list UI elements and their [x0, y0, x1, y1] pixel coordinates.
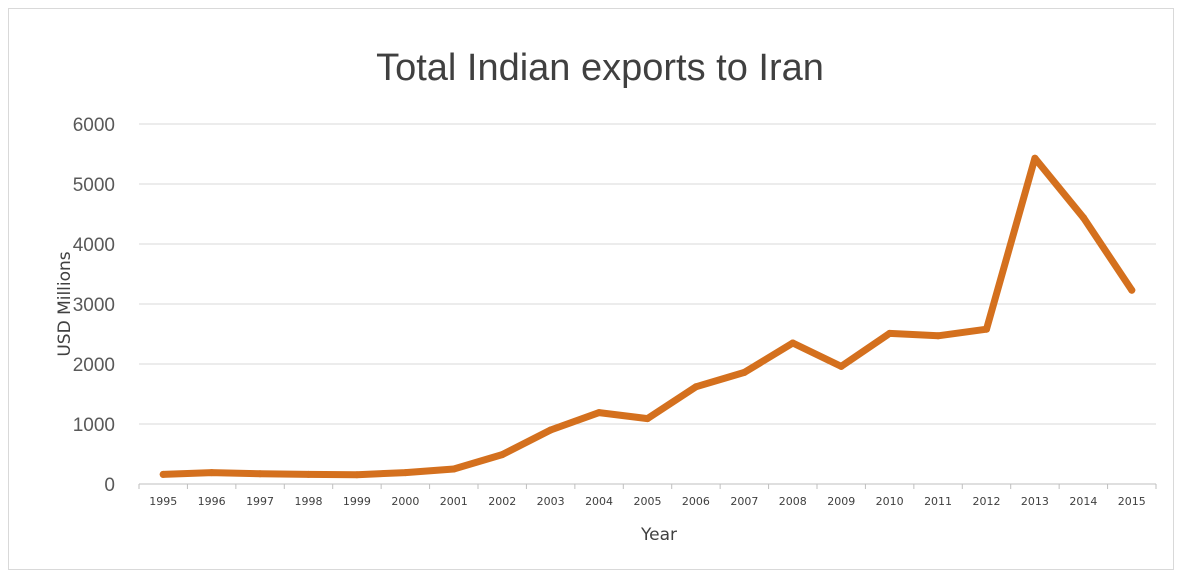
series-line	[159, 154, 1136, 479]
x-tick-label: 2007	[730, 495, 758, 508]
data-point	[983, 325, 990, 333]
x-tick-label: 2009	[827, 495, 855, 508]
y-tick-label: 3000	[73, 295, 115, 316]
x-tick-label: 2003	[537, 495, 565, 508]
x-tick-label: 2013	[1021, 495, 1049, 508]
x-tick-label: 2014	[1069, 495, 1097, 508]
data-point	[450, 465, 458, 473]
x-axis-ticks: 1995 1996 1997 1998 1999 2000 2001 2002 2003 2004…	[138, 484, 1157, 508]
x-tick-label: 2006	[682, 495, 710, 508]
data-point	[644, 415, 651, 423]
data-point	[934, 332, 942, 340]
data-point	[208, 469, 216, 477]
y-tick-label: 6000	[73, 115, 115, 136]
x-tick-label: 1998	[295, 495, 323, 508]
y-tick-label: 4000	[73, 235, 115, 256]
data-point	[547, 426, 555, 434]
data-point	[401, 469, 409, 477]
x-tick-label: 2008	[779, 495, 807, 508]
x-tick-label: 2011	[924, 495, 952, 508]
x-tick-label: 2010	[876, 495, 904, 508]
data-point	[305, 470, 312, 478]
data-point	[353, 471, 361, 479]
series-points	[159, 154, 1136, 479]
data-point	[1031, 154, 1039, 162]
data-point	[498, 451, 506, 459]
y-axis-label: USD Millions	[55, 251, 75, 356]
data-point	[837, 362, 845, 370]
gridlines	[139, 123, 1156, 485]
data-point	[692, 383, 700, 391]
x-tick-label: 2015	[1118, 495, 1146, 508]
y-tick-label: 5000	[73, 175, 115, 196]
y-tick-label: 0	[104, 475, 115, 496]
x-tick-label: 1996	[198, 495, 226, 508]
x-axis-label: Year	[640, 525, 677, 545]
data-point	[1079, 214, 1087, 222]
x-tick-label: 2000	[391, 495, 419, 508]
data-point	[886, 329, 894, 337]
x-tick-label: 1997	[246, 495, 274, 508]
y-tick-label: 2000	[73, 355, 115, 376]
y-axis-ticks: 0 1000 2000 3000 4000 5000 6000	[73, 115, 115, 496]
x-tick-label: 2012	[973, 495, 1001, 508]
data-point	[740, 368, 748, 376]
data-point	[256, 470, 264, 478]
x-tick-label: 2001	[440, 495, 468, 508]
x-tick-label: 1999	[343, 495, 371, 508]
data-point	[595, 409, 603, 417]
y-tick-label: 1000	[73, 415, 115, 436]
data-point	[1128, 286, 1136, 294]
x-tick-label: 2002	[488, 495, 516, 508]
data-point	[159, 470, 167, 478]
x-tick-label: 2004	[585, 495, 613, 508]
chart-title: Total Indian exports to Iran	[376, 47, 824, 89]
data-point	[789, 339, 797, 347]
x-tick-label: 2005	[634, 495, 662, 508]
x-tick-label: 1995	[149, 495, 177, 508]
